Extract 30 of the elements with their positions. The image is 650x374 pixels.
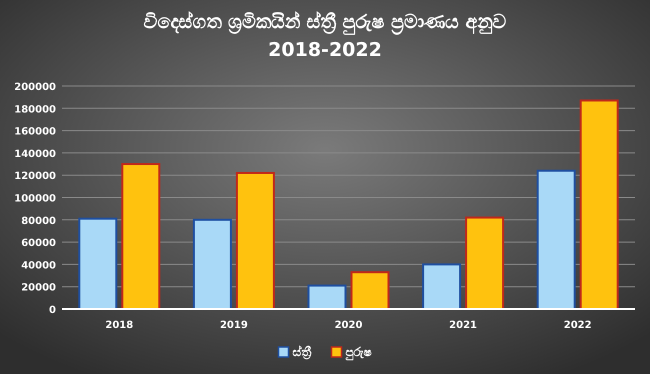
bar [78,218,118,310]
y-tick-label: 200000 [14,82,56,93]
bar [308,284,346,310]
bar [121,163,160,310]
x-tick-label: 2022 [564,320,592,331]
bar [422,263,462,310]
y-tick-label: 20000 [21,282,56,294]
y-tick-label: 0 [49,305,56,316]
y-tick-label: 60000 [21,238,56,250]
y-tick-label: 80000 [21,216,56,227]
bar [350,271,390,310]
legend-label: ස්ත්‍රී [292,345,312,360]
y-tick-label: 120000 [14,171,56,182]
bar [580,99,619,310]
bar [536,170,576,310]
x-tick-label: 2019 [220,320,248,331]
chart-title: විදෙස්ගත ශ්‍රමිකයින් ස්ත්‍රී පුරුෂ ප්‍රමාණය අනුව [143,11,507,36]
chart-subtitle: 2018-2022 [268,39,382,61]
x-tick-label: 2018 [105,320,134,331]
y-tick-label: 160000 [14,126,56,138]
bar [236,172,275,310]
bar [192,218,232,310]
x-tick-label: 2020 [334,320,362,331]
y-tick-label: 140000 [14,148,56,160]
bar [465,216,504,310]
y-tick-label: 40000 [21,260,56,272]
legend-label: පුරුෂ [346,345,372,361]
x-tick-label: 2021 [449,320,478,331]
y-tick-label: 100000 [14,194,56,204]
y-tick-label: 180000 [14,104,56,116]
